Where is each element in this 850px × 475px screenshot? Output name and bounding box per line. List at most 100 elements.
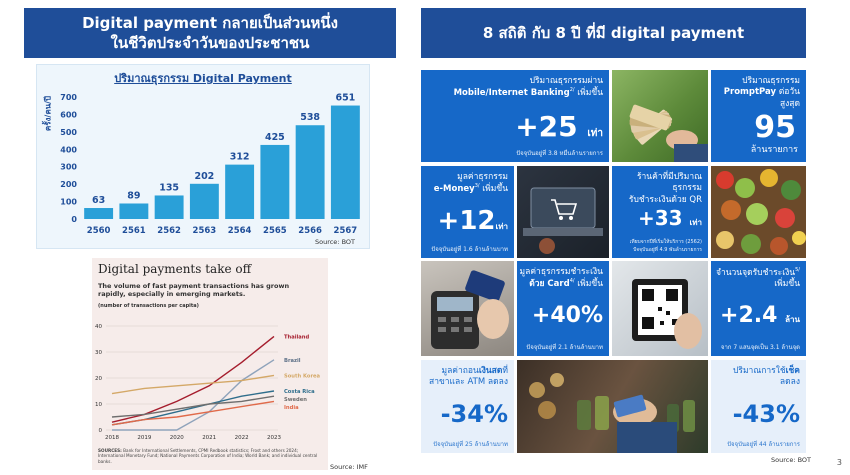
photo-floating-market <box>711 166 806 258</box>
bar-xtick-2562: 2562 <box>157 226 181 236</box>
line-series-label-thailand: Thailand <box>284 334 309 340</box>
stat-mobile-label-pre: ปริมาณธุรกรรมผ่าน <box>529 76 603 86</box>
bar-2563 <box>189 183 219 219</box>
left-title-line2: ในชีวิตประจำวันของประชาชน <box>110 34 310 52</box>
stat-edc-value: +2.4 <box>720 303 778 328</box>
photo-cash-hands <box>612 70 708 162</box>
stat-card-value: +40% <box>531 303 603 328</box>
stat-edc-label-post: เพิ่มขึ้น <box>774 279 800 290</box>
stat-card-sup: 4/ <box>569 278 575 285</box>
stat-cash-note: ปัจจุบันอยู่ที่ 25 ล้านล้านบาท <box>433 441 508 448</box>
stat-card-label-main: ด้วย Card <box>529 279 570 290</box>
stat-emoney-note: ปัจจุบันอยู่ที่ 1.6 ล้านล้านบาท <box>431 246 508 253</box>
bar-chart-panel: ปริมาณธุรกรรม Digital Payment ครั้ง/คน/ป… <box>36 64 370 249</box>
line-series-label-sweden: Sweden <box>284 397 307 403</box>
stat-promptpay-label-pre: ปริมาณธุรกรรม <box>742 76 800 86</box>
bar-label-2560: 63 <box>92 195 105 206</box>
line-chart-title: Digital payments take off <box>98 262 252 276</box>
stat-edc-sup: 5/ <box>795 267 800 273</box>
stat-qr-note: เทียบจากปีที่เริ่มให้บริการ (2562) ปัจจุ… <box>630 238 702 254</box>
line-chart-sources-text: Bank for International Settlements, CPMI… <box>98 448 318 464</box>
bar-2562 <box>154 195 184 219</box>
stat-emoney-value: +12 <box>437 206 496 236</box>
bar-chart-svg: 0 100 200 300 400 500 600 700 63 2560 89 2561 135 256… <box>60 93 360 236</box>
photo-laptop-cart <box>517 166 609 258</box>
bar-label-2566: 538 <box>300 112 320 123</box>
bar-label-2563: 202 <box>194 171 214 182</box>
bar-chart-source: Source: BOT <box>314 238 355 246</box>
bar-2564 <box>225 164 255 219</box>
bar-ytick-200: 200 <box>60 180 77 189</box>
stat-card-label: มูลค่าธุรกรรมชำระเงิน ด้วย Card4/ เพิ่มข… <box>520 267 603 291</box>
line-series-label-india: India <box>284 405 299 411</box>
bar-ytick-400: 400 <box>60 145 77 154</box>
stat-cash-label-main: เงินสด <box>478 366 503 376</box>
line-chart-subtitle: The volume of fast payment transactions … <box>98 282 290 299</box>
stat-emoney-label-pre: มูลค่าธุรกรรม <box>457 172 508 182</box>
stat-tile-promptpay: ปริมาณธุรกรรม PromptPay ต่อวันสูงสุด 95 … <box>711 70 806 162</box>
stat-qr-label-pre: ร้านค้าที่มีปริมาณธุรกรรม <box>636 172 702 194</box>
line-series-south-korea <box>111 374 275 395</box>
bar-ytick-100: 100 <box>60 198 77 207</box>
line-series-thailand <box>111 335 275 423</box>
stat-cheque-label-line2: ลดลง <box>779 377 800 388</box>
stat-cheque-label-main: เช็ค <box>785 366 800 376</box>
stat-cash-label: มูลค่าถอนเงินสดที่ สาขาและ ATM ลดลง <box>429 366 508 389</box>
line-series-label-costa-rica: Costa Rica <box>284 389 315 395</box>
line-ytick-20: 20 <box>95 376 102 382</box>
line-xtick-2022: 2022 <box>235 435 249 441</box>
line-series-sweden <box>111 395 275 418</box>
bar-xtick-2560: 2560 <box>87 226 111 236</box>
card-terminal-graphic <box>431 270 509 349</box>
stat-promptpay-value: 95 <box>754 110 796 145</box>
stat-cash-label-pre: มูลค่าถอน <box>441 366 479 376</box>
stat-promptpay-label-main: PromptPay <box>723 87 777 98</box>
stat-card-label-post: เพิ่มขึ้น <box>577 279 603 290</box>
stat-cash-value: -34% <box>440 400 508 428</box>
stat-promptpay-label-post: ต่อวันสูงสุด <box>778 87 800 109</box>
stat-mobile-label-post: เพิ่มขึ้น <box>577 88 603 99</box>
line-series-label-brazil: Brazil <box>284 358 301 364</box>
stat-qr-label: ร้านค้าที่มีปริมาณธุรกรรม รับชำระเงินด้ว… <box>612 172 702 206</box>
qr-tablet-graphic <box>632 279 702 349</box>
bar-label-2562: 135 <box>159 182 179 193</box>
stat-emoney-label-post: เพิ่มขึ้น <box>482 184 508 195</box>
bar-ytick-700: 700 <box>60 93 77 102</box>
bar-xtick-2566: 2566 <box>298 226 322 236</box>
bar-2565 <box>260 144 290 219</box>
stat-cheque-value: -43% <box>732 400 800 428</box>
line-series-brazil <box>112 359 275 431</box>
stat-tile-cash: มูลค่าถอนเงินสดที่ สาขาและ ATM ลดลง -34%… <box>421 360 514 453</box>
line-series-india <box>111 400 275 426</box>
market-payment-graphic <box>529 373 695 453</box>
photo-card-terminal <box>421 261 514 356</box>
stat-tile-qr: ร้านค้าที่มีปริมาณธุรกรรม รับชำระเงินด้ว… <box>612 166 708 258</box>
bar-xtick-2561: 2561 <box>122 226 146 236</box>
stat-qr-unit: เท่า <box>689 218 703 227</box>
bar-ytick-300: 300 <box>60 163 77 172</box>
line-chart-sources-label: SOURCES: <box>98 448 122 453</box>
left-title-line1: Digital payment กลายเป็นส่วนหนึ่ง <box>82 14 338 32</box>
laptop-cart-graphic <box>523 187 603 254</box>
line-ytick-40: 40 <box>95 324 102 330</box>
stat-cash-label-post: ที่ <box>502 366 508 376</box>
line-xtick-2019: 2019 <box>137 435 151 441</box>
stat-tile-cheque: ปริมาณการใช้เช็ค ลดลง -43% ปัจจุบันอยู่ท… <box>711 360 806 453</box>
bar-xtick-2565: 2565 <box>263 226 287 236</box>
market-graphic <box>716 169 806 255</box>
bar-chart-title: ปริมาณธุรกรรม Digital Payment <box>114 72 292 85</box>
photo-qr-tablet <box>612 261 708 356</box>
stat-edc-label: จำนวนจุดรับชำระเงิน5/ เพิ่มขึ้น <box>716 267 800 291</box>
bar-ytick-0: 0 <box>71 215 77 224</box>
bar-ytick-600: 600 <box>60 110 77 119</box>
bar-2561 <box>119 203 149 219</box>
stat-edc-unit: ล้าน <box>785 315 800 324</box>
stat-mobile-unit: เท่า <box>587 128 603 139</box>
stat-tile-mobile-banking: ปริมาณธุรกรรมผ่าน Mobile/Internet Bankin… <box>421 70 609 162</box>
bar-2566 <box>295 125 325 219</box>
stat-qr-note2: ปัจจุบันอยู่ที่ 4.9 พันล้านรายการ <box>633 247 702 253</box>
stat-mobile-value: +25 <box>515 110 578 143</box>
stat-promptpay-unit: ล้านรายการ <box>750 145 798 155</box>
stat-edc-note: จาก 7 แสนจุดเป็น 3.1 ล้านจุด <box>720 344 800 351</box>
line-ytick-10: 10 <box>95 402 102 408</box>
